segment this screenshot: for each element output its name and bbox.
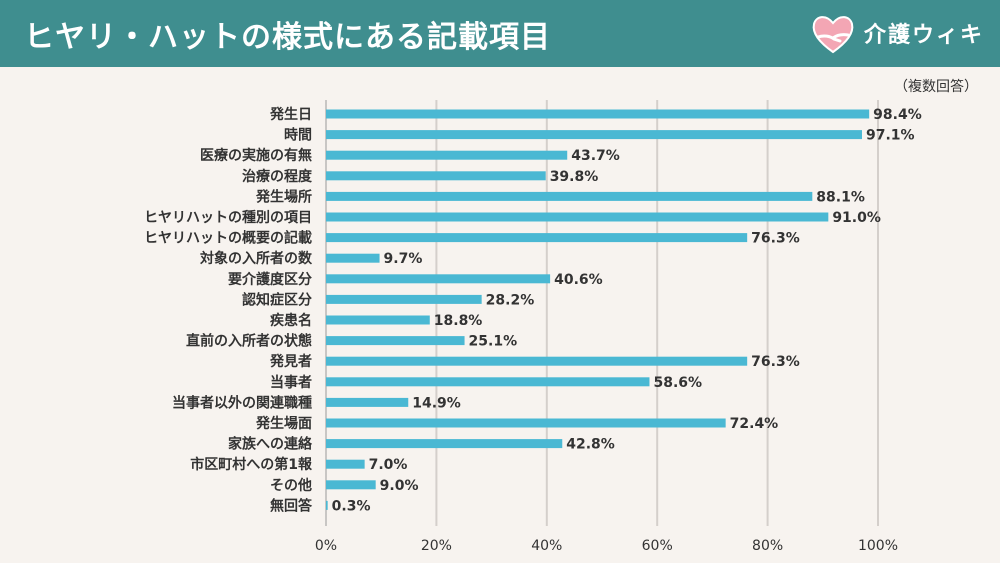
- category-label: 認知症区分: [242, 291, 312, 308]
- category-label: 時間: [284, 127, 312, 144]
- bar: [326, 212, 829, 222]
- value-label: 25.1%: [469, 334, 518, 350]
- value-label: 39.8%: [550, 169, 599, 185]
- category-label: ヒヤリハットの概要の記載: [144, 230, 312, 247]
- category-label: 直前の入所者の状態: [186, 333, 312, 350]
- header-bar: ヒヤリ・ハットの様式にある記載項目 介護ウィキ: [0, 0, 1000, 67]
- multiple-answer-note: （複数回答）: [894, 79, 978, 95]
- bar: [326, 274, 551, 284]
- value-label: 97.1%: [866, 128, 915, 144]
- value-label: 43.7%: [571, 148, 620, 164]
- x-tick-label: 80%: [752, 538, 783, 554]
- x-tick-label: 100%: [858, 538, 898, 554]
- bar: [326, 397, 409, 407]
- brand-logo[interactable]: 介護ウィキ: [810, 10, 984, 56]
- bar: [326, 315, 430, 325]
- category-label: 無回答: [270, 497, 313, 514]
- value-label: 18.8%: [434, 313, 483, 329]
- bar: [326, 500, 328, 510]
- value-label: 42.8%: [566, 437, 615, 453]
- value-label: 72.4%: [730, 416, 779, 432]
- category-label: 発生日: [269, 106, 312, 123]
- value-label: 88.1%: [816, 189, 865, 205]
- bar: [326, 294, 482, 304]
- value-label: 40.6%: [554, 272, 603, 288]
- brand-name: 介護ウィキ: [863, 23, 984, 48]
- bar: [326, 253, 380, 263]
- category-label: 発生場面: [255, 415, 312, 432]
- value-label: 0.3%: [332, 498, 371, 514]
- bar: [326, 233, 748, 243]
- x-tick-label: 20%: [421, 538, 452, 554]
- bar: [326, 336, 465, 346]
- bar: [326, 418, 726, 428]
- value-label: 76.3%: [751, 231, 800, 247]
- x-tick-label: 40%: [531, 538, 562, 554]
- heart-hands-icon: [812, 16, 854, 54]
- category-label: その他: [270, 477, 312, 494]
- bar: [326, 150, 568, 160]
- category-label: 疾患名: [270, 312, 312, 329]
- bar: [326, 459, 365, 469]
- bar: [326, 377, 650, 387]
- bar: [326, 130, 862, 140]
- category-label: 要介護度区分: [228, 271, 312, 288]
- value-label: 98.4%: [873, 107, 922, 123]
- category-label: 発見者: [269, 353, 312, 370]
- category-label: 医療の実施の有無: [200, 147, 312, 164]
- bar: [326, 439, 563, 449]
- value-label: 76.3%: [751, 354, 800, 370]
- value-label: 91.0%: [832, 210, 881, 226]
- category-label: 当事者以外の関連職種: [172, 394, 312, 411]
- category-label: 対象の入所者の数: [199, 250, 313, 267]
- value-label: 9.0%: [380, 478, 419, 494]
- category-label: 家族への連絡: [228, 436, 313, 453]
- value-label: 58.6%: [653, 375, 702, 391]
- bar: [326, 191, 813, 201]
- bar: [326, 109, 870, 119]
- category-label: 発生場所: [255, 188, 312, 205]
- value-label: 9.7%: [384, 251, 423, 267]
- value-label: 14.9%: [412, 395, 461, 411]
- value-label: 28.2%: [486, 292, 535, 308]
- bar: [326, 356, 748, 366]
- category-label: 市区町村への第1報: [190, 456, 313, 473]
- x-tick-label: 0%: [315, 538, 337, 554]
- bar: [326, 480, 376, 490]
- category-label: 治療の程度: [242, 168, 313, 185]
- x-tick-label: 60%: [642, 538, 673, 554]
- value-label: 7.0%: [369, 457, 408, 473]
- category-label: 当事者: [270, 374, 312, 391]
- category-label: ヒヤリハットの種別の項目: [144, 209, 312, 226]
- bar: [326, 171, 546, 181]
- page-title: ヒヤリ・ハットの様式にある記載項目: [24, 20, 551, 55]
